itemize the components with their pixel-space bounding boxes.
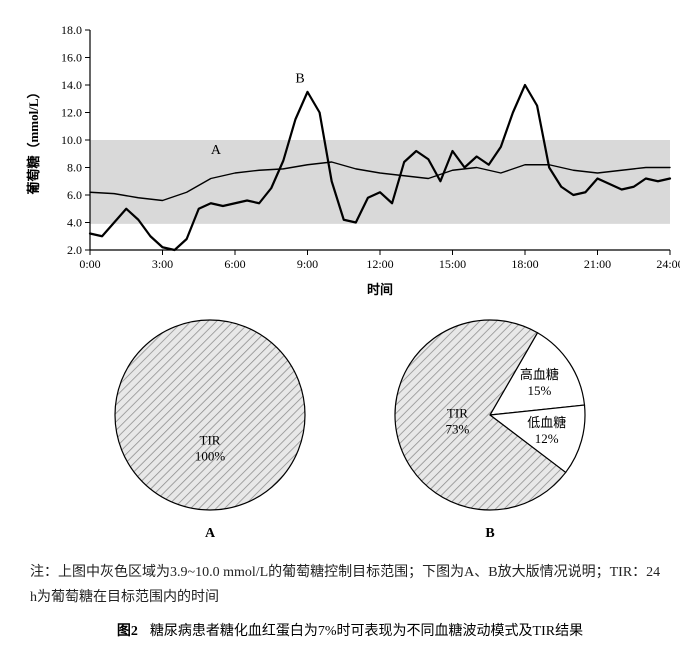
line-chart-svg: 2.0 4.0 6.0 8.0 10.0 12.0 14.0 16.0 18.0 0:00 3:00… [20,20,680,300]
svg-text:6.0: 6.0 [67,188,82,202]
svg-text:73%: 73% [445,422,469,437]
svg-text:8.0: 8.0 [67,161,82,175]
pie-b-caption: B [485,526,494,542]
svg-text:10.0: 10.0 [61,133,82,147]
svg-text:葡萄糖（mmol/L）: 葡萄糖（mmol/L） [26,85,41,195]
svg-text:18.0: 18.0 [61,23,82,37]
glucose-line-chart: 2.0 4.0 6.0 8.0 10.0 12.0 14.0 16.0 18.0 0:00 3:00… [20,20,680,300]
svg-text:高血糖: 高血糖 [520,367,559,382]
pie-a-svg: TIR100% [100,310,320,520]
figure-note: 注：上图中灰色区域为3.9~10.0 mmol/L的葡萄糖控制目标范围；下图为A… [20,560,680,610]
pie-b-block: 高血糖15% 低血糖12% TIR73% B [380,310,600,542]
svg-text:14.0: 14.0 [61,78,82,92]
svg-text:15:00: 15:00 [439,257,466,271]
svg-text:B: B [295,71,304,86]
svg-text:A: A [211,143,222,158]
svg-text:低血糖: 低血糖 [527,415,566,430]
svg-text:2.0: 2.0 [67,243,82,257]
figure-title: 图2 糖尿病患者糖化血红蛋白为7%时可表现为不同血糖波动模式及TIR结果 [20,620,680,640]
svg-text:12%: 12% [535,431,559,446]
svg-text:24:00: 24:00 [656,257,680,271]
pie-charts-row: TIR100% A 高血糖15%低血糖12%TIR73% B [20,310,680,542]
svg-text:TIR: TIR [200,432,221,447]
svg-text:18:00: 18:00 [511,257,538,271]
note-text: 上图中灰色区域为3.9~10.0 mmol/L的葡萄糖控制目标范围；下图为A、B… [30,565,660,605]
svg-text:12:00: 12:00 [366,257,393,271]
figure-title-text: 糖尿病患者糖化血红蛋白为7%时可表现为不同血糖波动模式及TIR结果 [150,624,583,639]
figure-number: 图2 [117,624,138,639]
svg-text:4.0: 4.0 [67,216,82,230]
svg-text:0:00: 0:00 [79,257,100,271]
svg-text:21:00: 21:00 [584,257,611,271]
note-prefix: 注： [30,565,58,580]
svg-text:3:00: 3:00 [152,257,173,271]
svg-text:6:00: 6:00 [224,257,245,271]
svg-text:12.0: 12.0 [61,106,82,120]
svg-text:时间: 时间 [367,282,393,297]
svg-text:100%: 100% [195,448,226,463]
svg-text:9:00: 9:00 [297,257,318,271]
svg-text:TIR: TIR [447,406,468,421]
svg-text:15%: 15% [527,383,551,398]
pie-a-block: TIR100% A [100,310,320,542]
pie-a-caption: A [205,526,215,542]
pie-b-svg: 高血糖15% 低血糖12% TIR73% [380,310,600,520]
svg-text:16.0: 16.0 [61,51,82,65]
